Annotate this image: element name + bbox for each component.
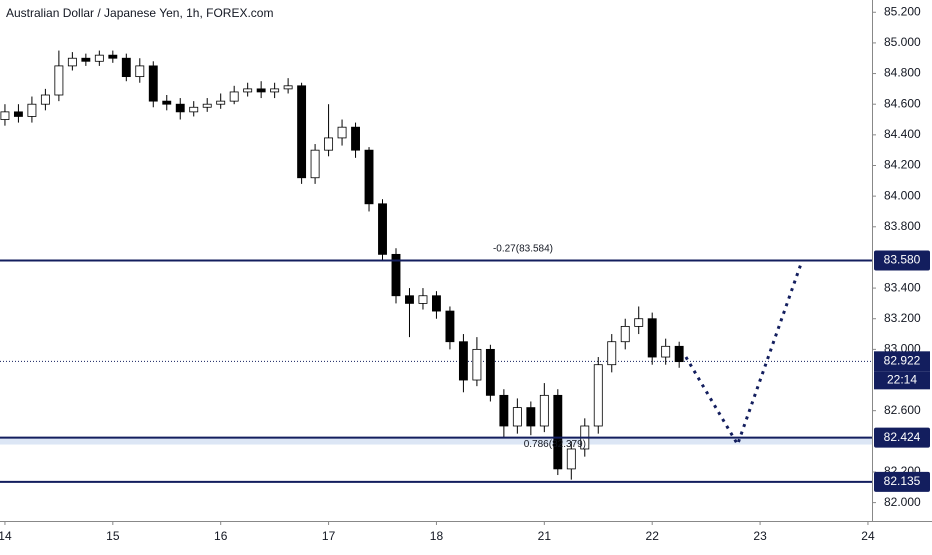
- candle-body: [351, 126, 360, 151]
- y-tick-label: 83.200: [884, 311, 921, 325]
- candle-body: [378, 203, 387, 255]
- candle-body: [432, 295, 441, 312]
- candle-body: [485, 348, 495, 396]
- candle-body: [593, 364, 603, 427]
- candle-body: [405, 295, 414, 304]
- candle-body: [337, 126, 347, 139]
- y-tick-label: 84.200: [884, 158, 921, 172]
- candle-body: [674, 345, 684, 363]
- candle-body: [472, 348, 482, 381]
- candle-body: [229, 91, 239, 102]
- candle-body: [135, 65, 145, 78]
- countdown-label: 22:14: [887, 373, 917, 387]
- candle-body: [539, 394, 549, 427]
- y-tick-label: 82.600: [884, 403, 921, 417]
- candle-body: [40, 94, 50, 105]
- fib-label: -0.27(83.584): [493, 244, 553, 255]
- y-tick-label: 85.000: [884, 35, 921, 49]
- y-tick-label: 84.800: [884, 66, 921, 80]
- x-tick-label: 24: [861, 529, 875, 543]
- level-badge: [874, 250, 930, 271]
- candle-body: [391, 253, 401, 297]
- x-tick-label: 21: [538, 529, 552, 543]
- y-tick-label: 82.000: [884, 495, 921, 509]
- candle-body: [566, 448, 576, 470]
- x-tick-label: 16: [214, 529, 228, 543]
- time-badge: [874, 371, 930, 390]
- candle-body: [297, 85, 307, 179]
- candle-body: [418, 295, 428, 304]
- candle-body: [553, 394, 563, 470]
- candle-body: [243, 88, 253, 93]
- level-label: 82.424: [884, 430, 921, 444]
- candle-body: [512, 407, 522, 427]
- candle-body: [620, 325, 630, 343]
- y-tick-label: 84.000: [884, 188, 921, 202]
- candle-body: [310, 149, 320, 179]
- candle-body: [283, 85, 293, 90]
- candle-body: [499, 394, 509, 427]
- candle-body: [67, 57, 77, 67]
- candle-body: [458, 341, 468, 381]
- candle-body: [364, 149, 374, 205]
- x-tick-label: 23: [753, 529, 767, 543]
- candle-body: [81, 57, 91, 62]
- x-tick-label: 15: [106, 529, 120, 543]
- candle-body: [607, 341, 617, 366]
- chart-title: Australian Dollar / Japanese Yen, 1h, FO…: [6, 6, 273, 20]
- candle-body: [216, 100, 226, 105]
- candle-body: [0, 111, 10, 120]
- candle-body: [634, 318, 644, 327]
- candle-body: [27, 103, 37, 117]
- x-tick-label: 18: [430, 529, 444, 543]
- price-label: 82.922: [884, 354, 921, 368]
- candle-body: [661, 345, 671, 358]
- price-badge: [874, 351, 930, 372]
- candle-body: [189, 106, 199, 113]
- candle-body: [162, 100, 172, 105]
- candle-body: [94, 54, 104, 62]
- level-label: 82.135: [884, 474, 921, 488]
- candle-body: [256, 88, 266, 93]
- candle-body: [202, 103, 212, 108]
- candle-body: [270, 88, 280, 93]
- y-tick-label: 83.800: [884, 219, 921, 233]
- candle-body: [54, 65, 64, 96]
- candle-body: [445, 310, 455, 343]
- y-tick-label: 85.200: [884, 4, 921, 18]
- candle-body: [526, 407, 536, 427]
- candle-body: [121, 57, 131, 78]
- level-label: 83.580: [884, 253, 921, 267]
- x-tick-label: 14: [0, 529, 12, 543]
- candle-body: [647, 318, 657, 358]
- y-tick-label: 84.400: [884, 127, 921, 141]
- candle-body: [175, 103, 185, 113]
- projection-path: [684, 264, 802, 448]
- candle-body: [108, 54, 118, 59]
- candle-body: [324, 137, 334, 151]
- level-badge: [874, 427, 930, 448]
- y-tick-label: 83.400: [884, 280, 921, 294]
- candle-body: [13, 111, 23, 117]
- fib-zone: [0, 437, 872, 445]
- fib-label: 0.786(82.379): [524, 439, 586, 450]
- x-tick-label: 22: [646, 529, 660, 543]
- x-tick-label: 17: [322, 529, 336, 543]
- y-tick-label: 84.600: [884, 96, 921, 110]
- candle-body: [148, 65, 158, 102]
- level-badge: [874, 471, 930, 492]
